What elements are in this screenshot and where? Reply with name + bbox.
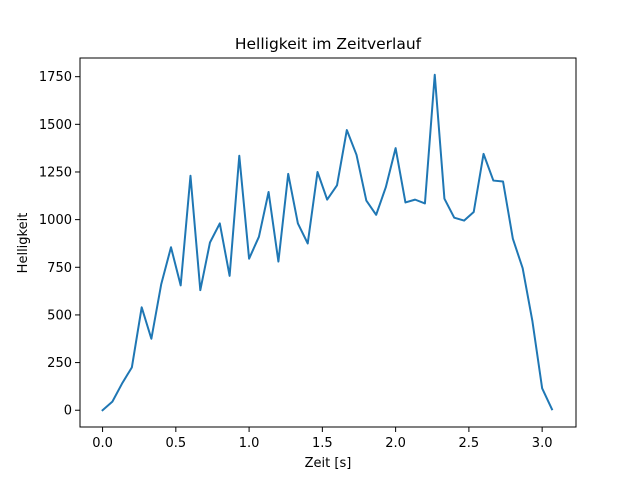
- x-tick-label: 0.0: [92, 436, 113, 451]
- x-tick-label: 2.5: [459, 436, 480, 451]
- plot-frame: [79, 57, 577, 428]
- y-tick-label: 1500: [39, 118, 72, 133]
- y-tick-label: 1000: [39, 213, 72, 228]
- y-axis-label: Helligkeit: [16, 213, 31, 274]
- y-tick-label: 750: [47, 261, 72, 276]
- series-line: [101, 73, 554, 412]
- y-tick-label: 500: [47, 308, 72, 323]
- x-tick-label: 1.5: [312, 436, 333, 451]
- y-tick-label: 1250: [39, 165, 72, 180]
- y-tick-label: 250: [47, 356, 72, 371]
- x-tick-label: 1.0: [239, 436, 260, 451]
- chart-title: Helligkeit im Zeitverlauf: [235, 35, 422, 53]
- x-tick-label: 3.0: [532, 436, 553, 451]
- x-tick-label: 2.0: [385, 436, 406, 451]
- y-tick-label: 0: [64, 404, 72, 419]
- y-tick-label: 1750: [39, 70, 72, 85]
- x-tick-label: 0.5: [165, 436, 186, 451]
- x-axis-label: Zeit [s]: [305, 456, 352, 471]
